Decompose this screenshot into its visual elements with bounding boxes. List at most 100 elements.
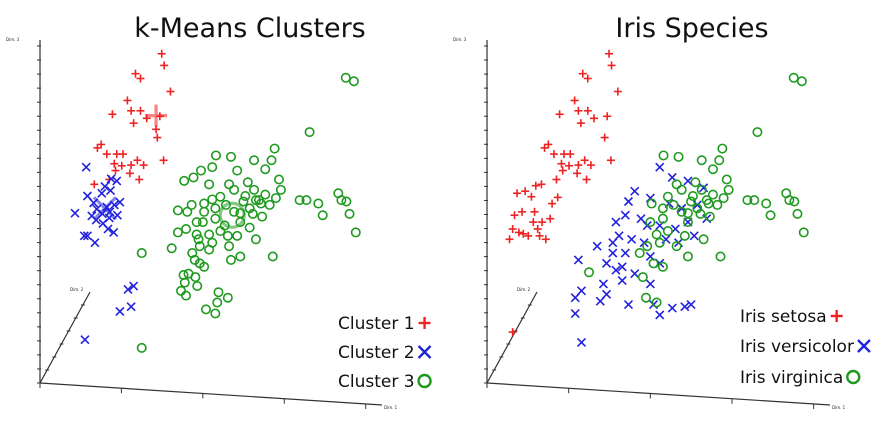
data-point [637,272,648,283]
marker-stroke [667,303,677,313]
data-point [721,174,732,185]
data-point [129,281,139,291]
data-point [574,161,583,170]
data-point [686,300,696,310]
marker-stroke [92,204,102,214]
data-point [109,227,119,237]
data-point [611,217,621,227]
z-axis-label: Dim. 2 [517,287,531,292]
marker-stroke [620,210,630,220]
data-point [336,195,347,206]
centroid-mark [92,196,118,221]
data-point [796,76,807,87]
data-point [207,194,218,205]
data-point [686,196,697,207]
marker-stroke [115,197,125,207]
data-point [341,196,352,207]
data-point [213,287,224,298]
data-point [673,151,684,162]
data-point [80,335,90,345]
data-point [553,193,562,202]
marker-stroke [570,308,580,319]
data-point [749,195,760,206]
marker-stroke [645,251,655,262]
data-point [197,217,208,228]
data-point [752,127,763,138]
data-point [696,184,707,195]
data-point [668,199,679,210]
data-point [344,208,355,219]
legend-marker [830,310,843,322]
data-point [557,159,566,168]
y-axis-label: Dim. 3 [6,37,20,42]
data-point [210,150,221,161]
marker-stroke [417,345,432,359]
data-point [210,203,221,214]
data-point [235,217,246,228]
data-point [765,210,776,221]
data-point [703,198,714,209]
data-point [508,328,517,337]
marker-stroke [100,181,110,191]
marker-stroke [689,231,699,241]
data-point [607,61,616,70]
data-point [260,164,271,175]
data-point [210,213,221,224]
data-point [605,49,614,58]
data-point [662,191,673,202]
marker-stroke [683,176,693,186]
data-point [93,143,102,152]
data-point [695,208,706,219]
z-axis-line [39,291,91,384]
data-point [601,258,612,268]
marker-stroke [70,208,80,218]
data-point [81,162,91,172]
data-point [224,241,235,252]
chart-title: k-Means Clusters [134,13,366,44]
data-point [199,261,210,272]
marker-stroke [623,196,634,207]
marker-stroke [105,185,116,196]
data-point [576,337,587,347]
marker-stroke [103,224,113,234]
data-point [82,231,93,241]
data-point [718,193,729,204]
data-point [788,72,799,83]
data-point [123,96,132,105]
marker-stroke [655,310,665,320]
data-point [552,175,561,184]
data-point [715,251,726,262]
data-point [127,161,136,170]
data-point [611,265,621,275]
data-point [215,226,226,237]
marker-stroke [576,337,587,347]
data-point [646,198,657,209]
data-point [657,261,668,272]
data-point [270,193,281,204]
data-point [634,248,645,259]
marker-stroke [655,162,665,172]
data-point [232,165,243,176]
marker-stroke [608,238,618,248]
data-point [620,210,630,220]
data-point [181,223,192,234]
data-point [682,217,693,228]
data-point [798,227,809,238]
data-point [583,74,592,83]
data-point [301,195,312,206]
data-point [630,186,640,196]
series-iris-virginica [584,72,809,308]
data-point [564,161,573,170]
marker-stroke [573,255,583,265]
data-point [671,179,682,190]
data-point [250,195,261,206]
marker-stroke [608,248,618,258]
series-iris-versicolor [570,162,712,347]
data-point [573,169,582,178]
data-point [623,300,634,310]
data-point [514,228,523,237]
data-point [617,275,627,286]
marker-stroke [97,188,107,198]
data-point [294,195,305,206]
